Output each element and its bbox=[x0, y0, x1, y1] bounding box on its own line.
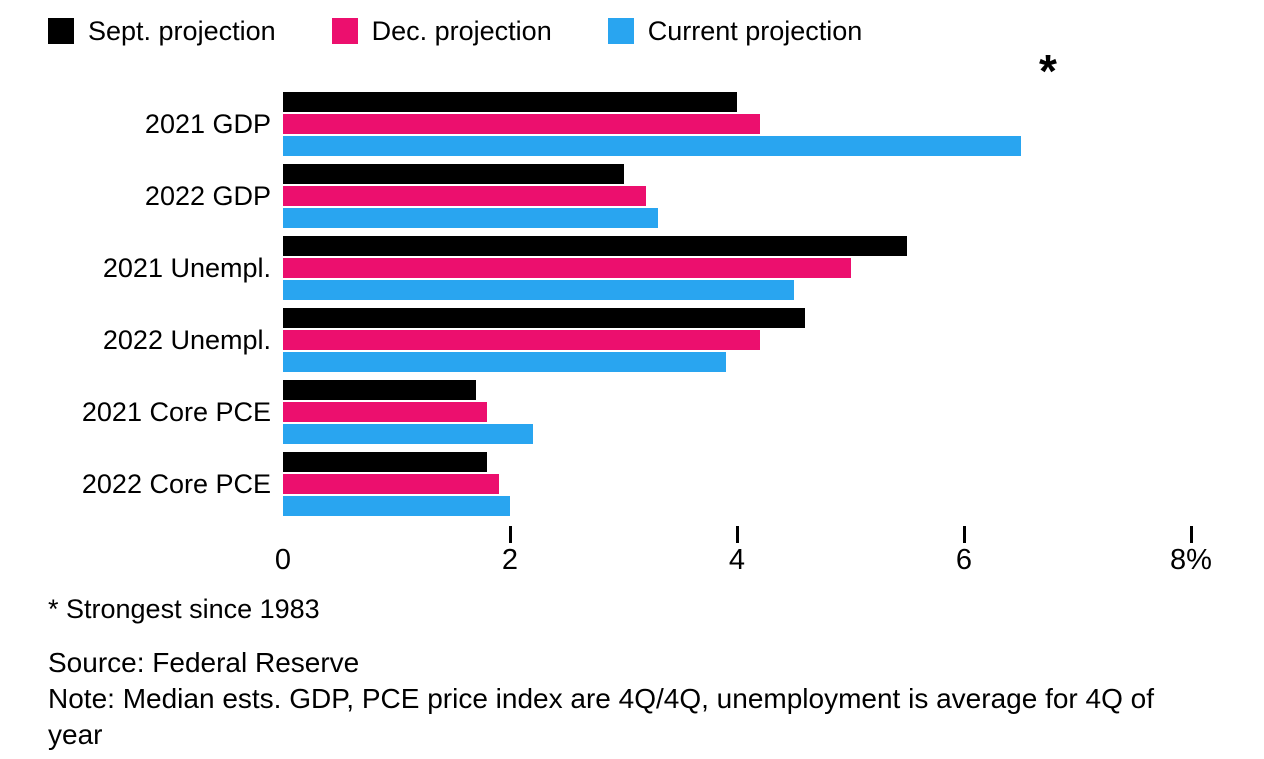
annotation-asterisk: * bbox=[1039, 45, 1057, 97]
bar-group bbox=[283, 452, 510, 516]
bar-current-projection bbox=[283, 280, 794, 300]
chart-row: 2022 Core PCE bbox=[48, 452, 1244, 516]
bar-dec-projection bbox=[283, 402, 488, 422]
bar-sept-projection bbox=[283, 452, 488, 472]
bar-current-projection bbox=[283, 208, 658, 228]
chart-row: 2022 GDP bbox=[48, 164, 1244, 228]
legend-item-dec-projection: Dec. projection bbox=[331, 15, 552, 47]
bar-group bbox=[283, 92, 1021, 156]
bar-chart: * 2021 GDP 2022 GDP 2021 Unempl. 2022 Unemp… bbox=[48, 48, 1244, 580]
axis-tick-mark bbox=[508, 526, 512, 543]
chart-row: 2021 Unempl. bbox=[48, 236, 1244, 300]
category-label: 2021 GDP bbox=[144, 108, 271, 139]
footnote: * Strongest since 1983 bbox=[48, 594, 320, 624]
legend-label: Current projection bbox=[647, 15, 863, 46]
chart-row: 2021 Core PCE bbox=[48, 380, 1244, 444]
bar-dec-projection bbox=[283, 258, 851, 278]
bar-sept-projection bbox=[283, 92, 737, 112]
legend-label: Dec. projection bbox=[371, 15, 552, 46]
axis-tick-mark bbox=[1189, 526, 1193, 543]
axis-tick-label: 6 bbox=[955, 544, 973, 576]
bar-group bbox=[283, 164, 658, 228]
bar-current-projection bbox=[283, 496, 510, 516]
bar-current-projection bbox=[283, 136, 1021, 156]
x-axis-ticks bbox=[48, 524, 1244, 544]
category-label: 2022 GDP bbox=[144, 180, 271, 211]
bar-dec-projection bbox=[283, 474, 499, 494]
source-line: Source: Federal Reserve bbox=[48, 647, 360, 678]
bar-current-projection bbox=[283, 424, 533, 444]
bar-sept-projection bbox=[283, 308, 806, 328]
bar-sept-projection bbox=[283, 380, 476, 400]
axis-tick-label: 2 bbox=[501, 544, 519, 576]
axis-tick-label: 8% bbox=[1170, 544, 1212, 576]
bar-current-projection bbox=[283, 352, 726, 372]
legend-swatch bbox=[607, 18, 634, 44]
bar-group bbox=[283, 308, 806, 372]
category-label: 2022 Core PCE bbox=[81, 468, 271, 499]
bar-dec-projection bbox=[283, 114, 760, 134]
chart-row: 2022 Unempl. bbox=[48, 308, 1244, 372]
bar-sept-projection bbox=[283, 236, 908, 256]
note-line: Note: Median ests. GDP, PCE price index … bbox=[48, 683, 1155, 751]
category-label: 2022 Unempl. bbox=[102, 324, 271, 355]
chart-row: 2021 GDP bbox=[48, 92, 1244, 156]
bar-dec-projection bbox=[283, 186, 647, 206]
axis-tick-mark bbox=[735, 526, 739, 543]
category-label: 2021 Unempl. bbox=[102, 252, 271, 283]
axis-tick-mark bbox=[962, 526, 966, 543]
legend-swatch bbox=[48, 18, 74, 44]
bar-sept-projection bbox=[283, 164, 624, 184]
legend-item-sept-projection: Sept. projection bbox=[48, 16, 276, 47]
bar-dec-projection bbox=[283, 330, 760, 350]
category-label: 2021 Core PCE bbox=[81, 396, 271, 427]
axis-tick-label: 0 bbox=[274, 544, 292, 576]
legend-label: Sept. projection bbox=[88, 15, 276, 46]
x-axis-labels: 0 2 4 6 8% bbox=[48, 544, 1244, 580]
legend-item-current-projection: Current projection bbox=[607, 15, 863, 47]
bar-group bbox=[283, 380, 533, 444]
axis-tick-label: 4 bbox=[728, 544, 746, 576]
legend: Sept. projection Dec. projection Current p… bbox=[48, 14, 1244, 48]
bar-group bbox=[283, 236, 908, 300]
chart-rows: 2021 GDP 2022 GDP 2021 Unempl. 2022 Unempl.… bbox=[48, 92, 1244, 516]
legend-swatch bbox=[331, 18, 358, 44]
